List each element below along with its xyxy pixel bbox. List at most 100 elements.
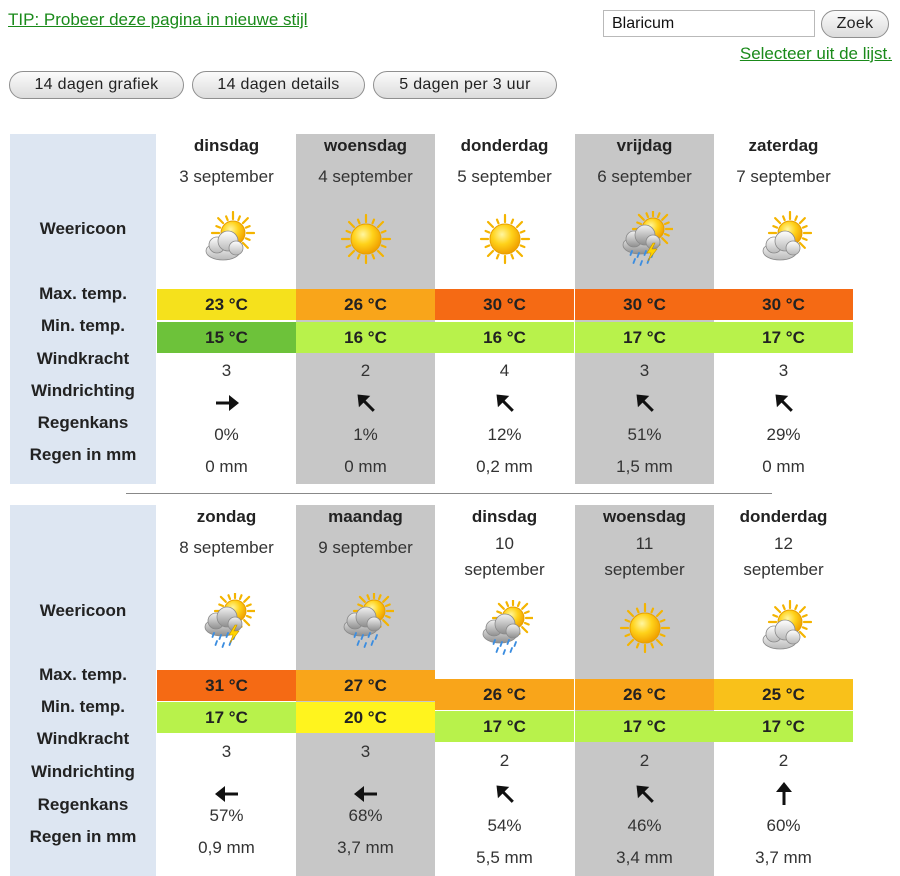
sun-cloud-icon	[756, 210, 813, 267]
day-date-line: 3 september	[179, 167, 274, 186]
day-date: 10 september	[435, 531, 574, 583]
day-date: 6 september	[575, 164, 714, 190]
rain-chance: 60%	[766, 816, 801, 835]
tab-14-day-chart[interactable]: 14 dagen grafiek	[9, 71, 184, 99]
min-temp: 17 °C	[575, 711, 714, 742]
day-column: dinsdag 3 september 23 °C 15 °C 3 0% 0 mm	[157, 134, 296, 484]
row-label-rainchance: Regenkans	[37, 795, 129, 814]
arrow-northwest-icon	[489, 778, 521, 810]
row-label-wind: Windkracht	[36, 349, 130, 368]
wind-force: 3	[778, 361, 789, 380]
min-temp: 15 °C	[157, 322, 296, 353]
max-temp: 30 °C	[714, 289, 853, 320]
row-label-rainmm: Regen in mm	[29, 445, 137, 464]
rain-chance: 12%	[487, 425, 522, 444]
arrow-northwest-icon	[768, 387, 800, 419]
row-label-column: Weericoon Max. temp. Min. temp. Windkracht W…	[10, 505, 156, 876]
row-label-max: Max. temp.	[39, 284, 127, 303]
min-temp: 17 °C	[435, 711, 574, 742]
max-temp: 27 °C	[296, 670, 435, 701]
location-search-input[interactable]	[603, 10, 815, 37]
sun-icon	[338, 211, 394, 267]
max-temp: 26 °C	[435, 679, 574, 710]
new-style-tip-link[interactable]: TIP: Probeer deze pagina in nieuwe stijl	[8, 10, 308, 29]
day-date: 5 september	[435, 164, 574, 190]
search-button[interactable]: Zoek	[821, 10, 889, 38]
day-name: zaterdag	[748, 136, 819, 155]
day-column: dinsdag 10 september 26 °C 17 °C 2 54% 5,5 mm	[435, 505, 574, 876]
sun-icon	[617, 600, 673, 656]
day-date-line: 11	[635, 534, 654, 553]
day-date-line: september	[464, 560, 545, 579]
day-name: vrijdag	[616, 136, 673, 155]
day-date: 7 september	[714, 164, 853, 190]
rain-amount: 0 mm	[344, 457, 387, 476]
max-temp: 23 °C	[157, 289, 296, 320]
row-label-icon: Weericoon	[39, 219, 127, 238]
row-label-dir: Windrichting	[31, 762, 135, 781]
arrow-northwest-icon	[350, 387, 382, 419]
tab-14-day-details[interactable]: 14 dagen details	[192, 71, 365, 99]
day-column: donderdag 5 september 30 °C 16 °C 4 12% 0,2 …	[435, 134, 574, 484]
day-name: donderdag	[460, 136, 549, 155]
day-name: woensdag	[602, 507, 687, 526]
rain-amount: 1,5 mm	[616, 457, 673, 476]
day-date-line: 6 september	[597, 167, 692, 186]
max-temp: 25 °C	[714, 679, 853, 710]
day-date-line: september	[743, 560, 824, 579]
rain-amount: 0 mm	[762, 457, 805, 476]
day-date: 3 september	[157, 164, 296, 190]
row-label-rainchance: Regenkans	[37, 413, 129, 432]
min-temp: 20 °C	[296, 702, 435, 733]
day-column: woensdag 4 september 26 °C 16 °C 2 1% 0 mm	[296, 134, 435, 484]
day-column: vrijdag 6 september 30 °C 17 °C 3 51% 1,5 mm	[575, 134, 714, 484]
thunder-rain-icon	[199, 589, 257, 649]
wind-force: 3	[360, 742, 371, 761]
rain-amount: 0,2 mm	[476, 457, 533, 476]
rain-chance: 29%	[766, 425, 801, 444]
day-name: zondag	[196, 507, 257, 526]
day-date-line: 5 september	[457, 167, 552, 186]
wind-force: 2	[639, 751, 650, 770]
day-column: zaterdag 7 september 30 °C 17 °C 3 29% 0 mm	[714, 134, 853, 484]
rain-chance: 57%	[209, 806, 244, 825]
row-label-wind: Windkracht	[36, 729, 130, 748]
arrow-west-icon	[211, 778, 243, 810]
rain-amount: 0,9 mm	[198, 838, 255, 857]
wind-force: 2	[499, 751, 510, 770]
day-date-line: 7 september	[736, 167, 831, 186]
wind-force: 3	[221, 742, 232, 761]
wind-force: 4	[499, 361, 510, 380]
arrow-northwest-icon	[629, 387, 661, 419]
day-date-line: 8 september	[179, 538, 274, 557]
sun-icon	[477, 211, 533, 267]
day-date: 11 september	[575, 531, 714, 583]
day-date-line: 12	[774, 534, 793, 553]
rain-chance: 54%	[487, 816, 522, 835]
arrow-northwest-icon	[489, 387, 521, 419]
day-name: dinsdag	[471, 507, 538, 526]
day-date: 12 september	[714, 531, 853, 583]
forecast-week-2: Weericoon Max. temp. Min. temp. Windkracht W…	[10, 505, 890, 876]
day-date: 4 september	[296, 164, 435, 190]
max-temp: 30 °C	[575, 289, 714, 320]
row-label-min: Min. temp.	[40, 316, 126, 335]
rain-chance: 0%	[214, 425, 239, 444]
wind-force: 3	[639, 361, 650, 380]
select-from-list-link[interactable]: Selecteer uit de lijst.	[739, 44, 892, 63]
sun-cloud-icon	[199, 210, 256, 267]
rain-amount: 3,7 mm	[337, 838, 394, 857]
day-name: dinsdag	[193, 136, 260, 155]
day-column: donderdag 12 september 25 °C 17 °C 2 60% 3,7 …	[714, 505, 853, 876]
day-name: maandag	[328, 507, 403, 526]
rain-amount: 3,4 mm	[616, 848, 673, 867]
sun-rain-icon	[477, 596, 535, 656]
day-date: 8 september	[157, 535, 296, 561]
max-temp: 26 °C	[575, 679, 714, 710]
tab-5-day-3-hour[interactable]: 5 dagen per 3 uur	[373, 71, 557, 99]
rain-chance: 51%	[627, 425, 662, 444]
day-column: zondag 8 september 31 °C 17 °C 3 57% 0,9 mm	[157, 505, 296, 876]
rain-chance: 46%	[627, 816, 662, 835]
day-date-line: september	[604, 560, 685, 579]
rain-chance: 68%	[348, 806, 383, 825]
